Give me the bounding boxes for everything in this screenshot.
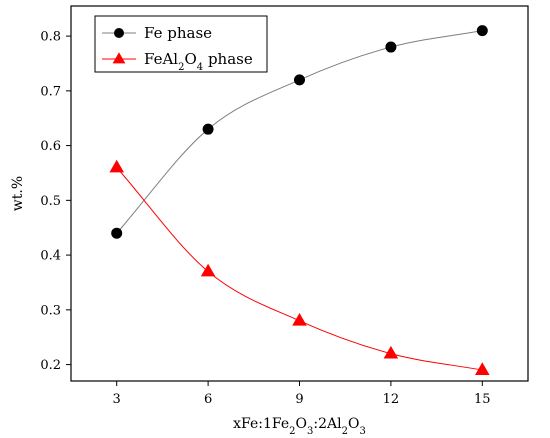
legend-fe-phase-label: Fe phase xyxy=(144,24,212,42)
y-tick-label: 0.3 xyxy=(40,303,61,318)
y-tick-label: 0.2 xyxy=(40,358,61,373)
feal2o4-phase-point xyxy=(109,159,124,173)
fe-phase-point xyxy=(476,25,488,37)
feal2o4-phase-point xyxy=(383,345,399,359)
x-tick-label: 15 xyxy=(474,392,491,407)
feal2o4-phase-point xyxy=(475,362,490,375)
feal2o4-phase-point xyxy=(292,313,307,326)
fe-phase-point xyxy=(111,227,123,239)
legend-feal2o4-phase-marker xyxy=(112,52,126,64)
x-tick-label: 9 xyxy=(295,392,303,407)
x-tick-label: 6 xyxy=(204,392,212,407)
fe-phase-point xyxy=(202,123,214,135)
y-axis-label: wt.% xyxy=(10,176,26,211)
feal2o4-phase-point xyxy=(200,263,216,277)
legend: Fe phase FeAl2O4 phase xyxy=(94,15,268,73)
y-tick-label: 0.5 xyxy=(40,194,61,209)
legend-feal2o4-phase-label: FeAl2O4 phase xyxy=(144,50,253,73)
x-tick-label: 12 xyxy=(383,392,400,407)
legend-fe-phase-marker xyxy=(114,28,124,38)
y-tick-label: 0.7 xyxy=(40,84,61,99)
fe-phase-point xyxy=(385,41,397,53)
x-tick-label: 3 xyxy=(113,392,121,407)
fe-phase-point xyxy=(294,74,305,86)
y-tick-label: 0.6 xyxy=(40,139,61,154)
plot-area: 3 6 9 12 15 0.2 0.3 0.4 0.5 0.6 0.7 0.8 xFe:1Fe2O3:2… xyxy=(10,5,529,437)
feal2o4-phase-line xyxy=(116,167,483,371)
x-axis-label: xFe:1Fe2O3:2Al2O3 xyxy=(233,416,366,437)
y-tick-label: 0.8 xyxy=(40,30,61,45)
y-tick-label: 0.4 xyxy=(40,249,61,264)
